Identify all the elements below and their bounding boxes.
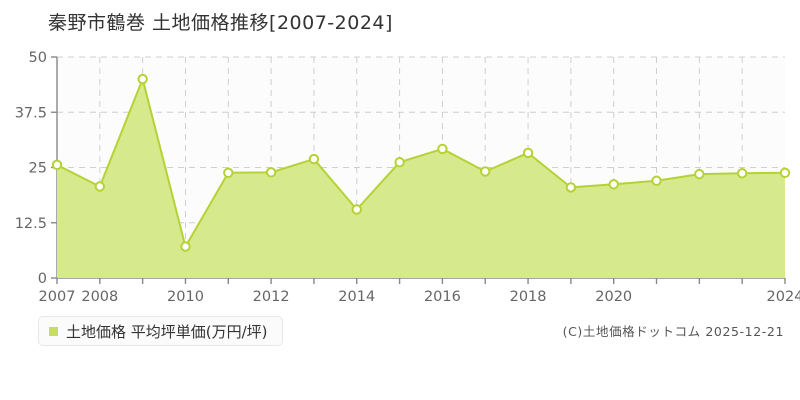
x-axis-tick-label: 2008 xyxy=(81,289,118,305)
x-axis-tick-label: 2016 xyxy=(424,289,461,305)
legend-color-swatch xyxy=(49,326,58,336)
chart-legend[interactable]: 土地価格 平均坪単価(万円/坪) xyxy=(38,316,283,346)
data-point-marker[interactable] xyxy=(180,241,191,252)
y-axis-tick-label: 12.5 xyxy=(15,216,47,232)
data-point-marker[interactable] xyxy=(351,204,362,215)
y-axis-tick-label: 37.5 xyxy=(15,105,47,121)
y-axis-tick-label: 50 xyxy=(29,50,47,66)
x-axis-tick-label: 2018 xyxy=(510,289,547,305)
y-axis-tick-label: 25 xyxy=(29,161,47,177)
data-point-marker[interactable] xyxy=(480,166,491,177)
data-point-marker[interactable] xyxy=(308,153,320,165)
data-point-marker[interactable] xyxy=(651,175,662,186)
data-point-marker[interactable] xyxy=(51,159,63,171)
data-point-marker[interactable] xyxy=(779,167,791,179)
data-point-marker[interactable] xyxy=(608,179,619,190)
data-point-marker[interactable] xyxy=(94,181,106,192)
legend-label: 土地価格 平均坪単価(万円/坪) xyxy=(66,322,268,341)
page-title: 秦野市鶴巻 土地価格推移[2007-2024] xyxy=(48,12,393,34)
data-point-marker[interactable] xyxy=(437,143,448,155)
x-axis-tick-label: 2024 xyxy=(767,289,800,305)
data-point-marker[interactable] xyxy=(694,168,705,180)
data-point-marker[interactable] xyxy=(522,147,534,159)
data-point-marker[interactable] xyxy=(265,167,277,178)
data-point-marker[interactable] xyxy=(394,157,405,168)
x-axis-tick-label: 2020 xyxy=(595,289,632,305)
y-axis-tick-label: 0 xyxy=(38,271,47,287)
series-line xyxy=(56,78,786,248)
data-point-marker[interactable] xyxy=(736,168,748,179)
x-axis-tick-label: 2012 xyxy=(253,289,290,305)
x-axis-tick-label: 2014 xyxy=(338,289,375,305)
series-area-fill xyxy=(57,79,785,278)
x-axis-tick-label: 2010 xyxy=(167,289,204,305)
copyright-credit: (C)土地価格ドットコム 2025-12-21 xyxy=(562,324,784,339)
x-axis-tick-label: 2007 xyxy=(39,289,76,305)
data-point-marker[interactable] xyxy=(223,167,234,179)
data-point-marker[interactable] xyxy=(565,182,577,193)
data-point-marker[interactable] xyxy=(137,73,148,85)
